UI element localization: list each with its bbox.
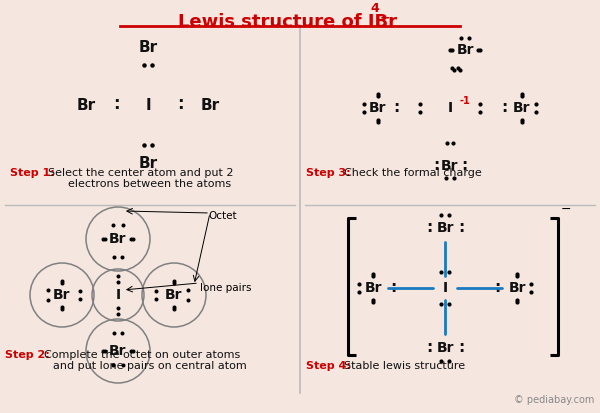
- Text: Br: Br: [109, 344, 127, 358]
- Text: Lewis structure of IBr: Lewis structure of IBr: [178, 13, 397, 31]
- Text: I: I: [442, 281, 448, 295]
- Text: Br: Br: [441, 159, 459, 173]
- Text: Br: Br: [369, 101, 387, 115]
- Text: Step 3:: Step 3:: [306, 168, 350, 178]
- Text: Br: Br: [513, 101, 531, 115]
- Text: :: :: [113, 95, 119, 113]
- Text: Br: Br: [456, 43, 474, 57]
- Text: Br: Br: [109, 232, 127, 246]
- Text: Br: Br: [436, 341, 454, 355]
- Text: -1: -1: [459, 96, 470, 106]
- Text: lone pairs: lone pairs: [200, 283, 251, 293]
- Text: Check the formal charge: Check the formal charge: [344, 168, 482, 178]
- Text: I: I: [448, 101, 452, 115]
- Text: and put lone pairs on central atom: and put lone pairs on central atom: [53, 361, 247, 371]
- Text: electrons between the atoms: electrons between the atoms: [68, 179, 232, 189]
- Text: Br: Br: [76, 97, 95, 112]
- Text: :: :: [458, 340, 464, 356]
- Text: :: :: [458, 221, 464, 235]
- Text: :: :: [426, 221, 432, 235]
- Text: :: :: [461, 157, 467, 173]
- Text: Br: Br: [508, 281, 526, 295]
- Text: Step 4:: Step 4:: [306, 361, 351, 371]
- Text: :: :: [176, 95, 184, 113]
- Text: Br: Br: [53, 288, 71, 302]
- Text: :: :: [494, 280, 500, 294]
- Text: Stable lewis structure: Stable lewis structure: [344, 361, 465, 371]
- Text: Step 2:: Step 2:: [5, 350, 50, 360]
- Text: Complete the octet on outer atoms: Complete the octet on outer atoms: [44, 350, 240, 360]
- Text: Step 1:: Step 1:: [10, 168, 55, 178]
- Text: Br: Br: [200, 97, 220, 112]
- Text: Br: Br: [436, 221, 454, 235]
- Text: Br: Br: [139, 40, 158, 55]
- Text: © pediabay.com: © pediabay.com: [514, 395, 594, 405]
- Text: 4: 4: [370, 2, 379, 15]
- Text: Select the center atom and put 2: Select the center atom and put 2: [48, 168, 233, 178]
- Text: :: :: [501, 100, 507, 114]
- Text: :: :: [426, 340, 432, 356]
- Text: Octet: Octet: [208, 211, 236, 221]
- Text: :: :: [433, 157, 439, 173]
- Text: I: I: [145, 97, 151, 112]
- Text: −: −: [380, 12, 391, 25]
- Text: −: −: [561, 203, 571, 216]
- Text: I: I: [115, 288, 121, 302]
- Text: Br: Br: [165, 288, 183, 302]
- Text: Br: Br: [364, 281, 382, 295]
- Text: :: :: [393, 100, 399, 114]
- Text: :: :: [390, 280, 396, 294]
- Text: Br: Br: [139, 156, 158, 171]
